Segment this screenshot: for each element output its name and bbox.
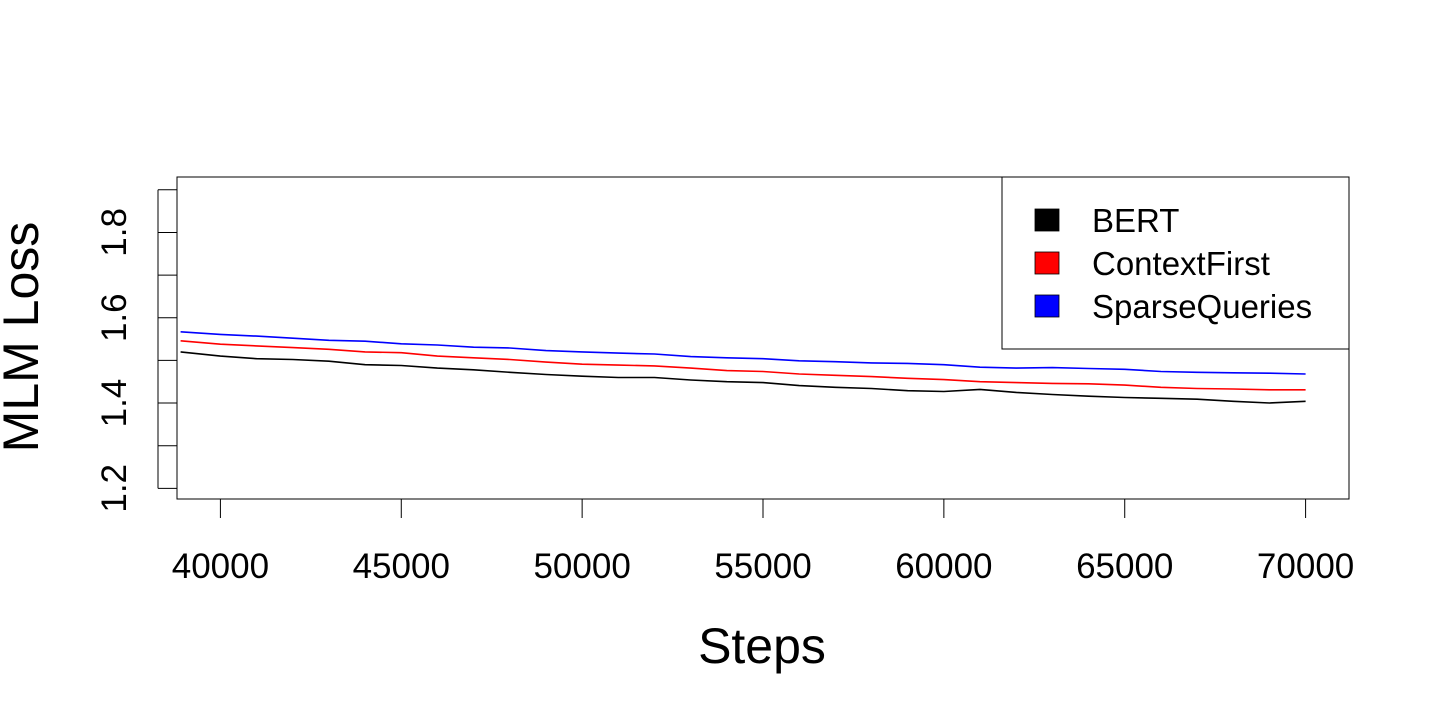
x-tick-label: 55000	[714, 547, 811, 586]
series-line-sparsequeries	[180, 331, 1306, 375]
x-tick-label: 40000	[172, 547, 269, 586]
x-tick-label: 50000	[533, 547, 630, 586]
x-tick-label: 60000	[895, 547, 992, 586]
y-tick-label: 1.8	[95, 208, 134, 257]
legend-swatch-contextfirst	[1034, 251, 1060, 275]
x-axis: 40000 45000 50000 55000 60000 65000 70000	[172, 498, 1354, 586]
series-line-contextfirst	[180, 340, 1306, 391]
legend: BERT ContextFirst SparseQueries	[1001, 176, 1350, 350]
series-layer	[180, 331, 1306, 404]
y-tick-label: 1.2	[95, 464, 134, 513]
x-axis-label: Steps	[698, 618, 826, 674]
legend-label-sparsequeries: SparseQueries	[1092, 288, 1312, 325]
legend-swatch-bert	[1034, 208, 1060, 232]
legend-label-contextfirst: ContextFirst	[1092, 245, 1270, 282]
series-line-bert	[180, 351, 1306, 404]
y-axis: 1.2 1.4 1.6 1.8	[95, 189, 177, 513]
x-tick-label: 45000	[353, 547, 450, 586]
legend-swatch-sparsequeries	[1034, 294, 1060, 318]
y-axis-label: MLM Loss	[0, 222, 49, 453]
y-tick-label: 1.6	[95, 293, 134, 342]
x-tick-label: 70000	[1257, 547, 1354, 586]
x-tick-label: 65000	[1076, 547, 1173, 586]
legend-label-bert: BERT	[1092, 202, 1179, 239]
legend-box	[1001, 176, 1350, 350]
y-tick-label: 1.4	[95, 379, 134, 428]
